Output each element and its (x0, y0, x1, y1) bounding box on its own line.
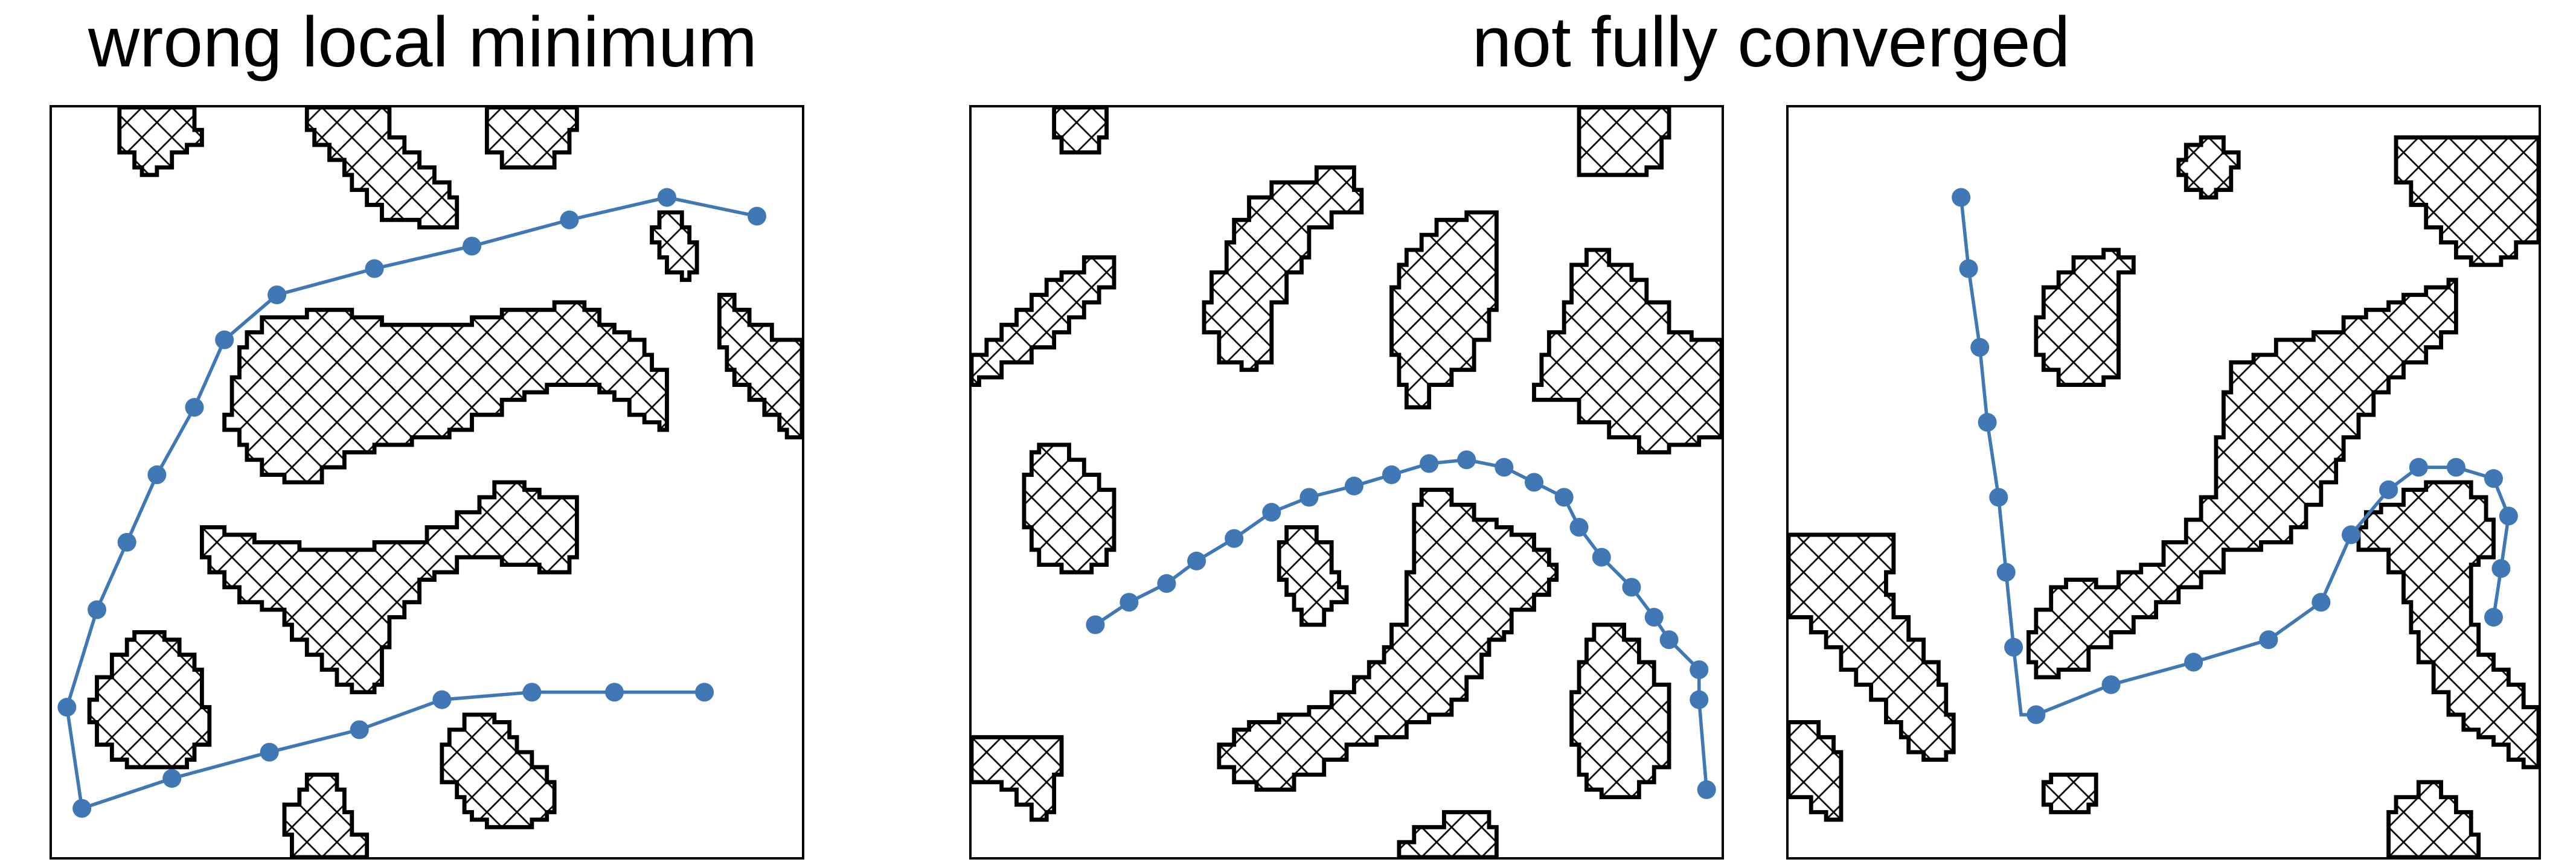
title-wrong-local-minimum: wrong local minimum (0, 4, 845, 82)
obstacle (487, 107, 577, 167)
path-point (1457, 450, 1476, 469)
path-point (118, 533, 136, 552)
obstacle (972, 737, 1062, 820)
obstacle (89, 632, 210, 767)
obstacle (1204, 167, 1362, 369)
path-point (1345, 477, 1363, 496)
panel-not-fully-converged-b (1786, 105, 2541, 860)
path-point (72, 799, 91, 818)
obstacle (442, 715, 554, 827)
obstacle (719, 295, 802, 438)
obstacle (2396, 138, 2539, 265)
path-point (658, 188, 676, 207)
path-point (432, 691, 451, 709)
path-point (1157, 574, 1176, 593)
obstacle (2179, 138, 2238, 197)
path-point (560, 211, 578, 229)
path-point (268, 286, 286, 304)
obstacle (202, 482, 577, 692)
obstacle (972, 257, 1114, 385)
path-point (2484, 608, 2503, 627)
panel-wrong-local-minimum (50, 105, 804, 860)
obstacle (2036, 250, 2133, 385)
path-point (2259, 630, 2278, 649)
obstacle (284, 774, 367, 857)
obstacle (1054, 107, 1107, 153)
path-point (1978, 413, 1997, 432)
obstacle (2389, 782, 2479, 857)
path-point (748, 207, 766, 226)
path-point (1382, 465, 1401, 484)
path-point (350, 720, 369, 739)
path-point (1997, 563, 2016, 582)
obstacle (652, 212, 697, 280)
obstacle (1024, 445, 1114, 572)
path-point (1989, 488, 2008, 506)
path-point (1225, 529, 1243, 548)
obstacle (1579, 107, 1669, 175)
path-point (1262, 503, 1281, 522)
path-point (1086, 615, 1104, 634)
path-point (1592, 548, 1611, 567)
path-point (695, 683, 714, 701)
path-point (1697, 780, 1716, 799)
obstacle (2043, 774, 2096, 812)
path-point (88, 601, 106, 619)
obstacle (1219, 490, 1557, 790)
path-point (147, 465, 166, 484)
obstacle (1399, 812, 1496, 857)
path-point (162, 769, 181, 788)
path-point (1952, 188, 1970, 207)
path-point (1120, 593, 1138, 611)
path-point (2447, 458, 2465, 477)
path-point (1569, 518, 1588, 537)
obstacle (225, 302, 667, 482)
obstacle (2359, 482, 2539, 767)
path-point (57, 698, 76, 716)
path-point (1660, 630, 1679, 649)
path-point (1690, 660, 1708, 679)
path-point (2027, 705, 2045, 724)
path-point (605, 683, 624, 701)
path-point (2184, 653, 2203, 672)
obstacle (1789, 722, 1841, 819)
path-point (1959, 260, 1978, 278)
obstacle (307, 107, 457, 228)
path-point (365, 260, 384, 278)
path-point (2102, 675, 2121, 694)
path-point (2342, 525, 2360, 544)
path-point (1622, 578, 1641, 596)
path-point (1645, 608, 1664, 627)
obstacle (1534, 250, 1722, 452)
panel-3-canvas (1789, 107, 2539, 857)
path-point (463, 237, 481, 255)
obstacle (1279, 528, 1347, 625)
path-point (185, 398, 203, 416)
path-point (2409, 458, 2428, 477)
path-point (1187, 552, 1206, 570)
path-point (2491, 559, 2510, 578)
path-point (2484, 469, 2503, 488)
path-point (2312, 593, 2330, 611)
panel-2-canvas (972, 107, 1722, 857)
path-point (1555, 488, 1574, 506)
path-point (2004, 638, 2023, 657)
path-point (215, 330, 234, 349)
path-point (1495, 458, 1513, 477)
obstacle (120, 107, 202, 175)
path-point (522, 683, 541, 701)
path-point (2499, 506, 2518, 525)
panel-not-fully-converged-a (969, 105, 1724, 860)
path-point (1420, 454, 1438, 473)
title-not-fully-converged: not fully converged (966, 4, 2576, 82)
path-point (1690, 691, 1708, 709)
obstacle (1392, 212, 1497, 407)
obstacle (1572, 625, 1669, 797)
path-point (1970, 338, 1989, 357)
panel-1-canvas (52, 107, 802, 857)
path-point (260, 743, 279, 762)
path-point (1525, 473, 1543, 491)
path-point (2379, 480, 2398, 499)
path-point (1299, 488, 1318, 506)
